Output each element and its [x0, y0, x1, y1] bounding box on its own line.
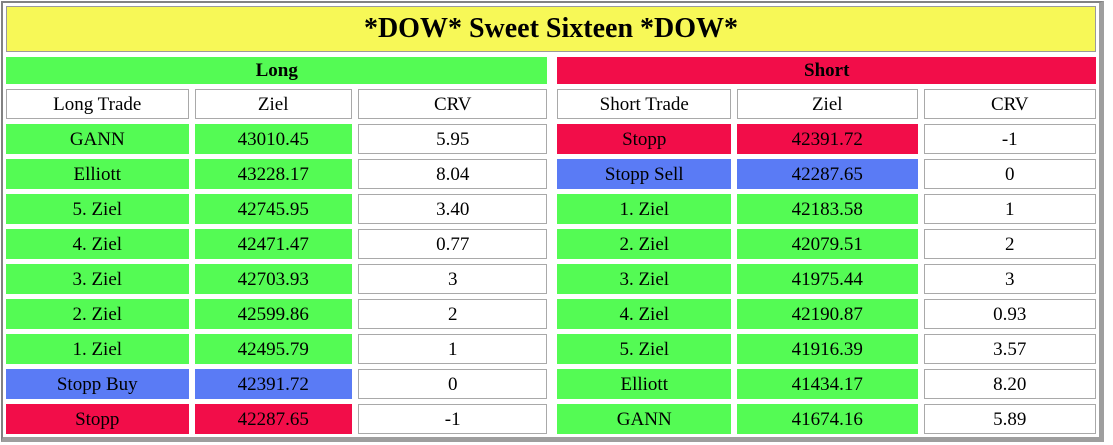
long-crv-cell: 3: [357, 264, 548, 294]
short-crv-cell: 3: [923, 264, 1096, 294]
long-crv-cell: 0: [357, 369, 548, 399]
long-trade-cell: Elliott: [6, 159, 189, 189]
long-crv-cell: 5.95: [357, 124, 548, 154]
short-ziel-cell: 41975.44: [737, 264, 918, 294]
short-trade-cell: Elliott: [557, 369, 731, 399]
short-crv-cell: 1: [923, 194, 1096, 224]
long-ziel-cell: 42599.86: [194, 299, 352, 329]
short-ziel-cell: 42183.58: [737, 194, 918, 224]
short-trade-cell: Stopp: [557, 124, 731, 154]
short-trade-cell: GANN: [557, 404, 731, 434]
short-ziel-cell: 42287.65: [737, 159, 918, 189]
short-trade-cell: Stopp Sell: [557, 159, 731, 189]
long-ziel-cell: 43010.45: [194, 124, 352, 154]
long-crv-cell: 3.40: [357, 194, 548, 224]
long-trade-cell: Stopp: [6, 404, 189, 434]
short-crv-cell: 2: [923, 229, 1096, 259]
long-crv-cell: 0.77: [357, 229, 548, 259]
short-ziel-cell: 41674.16: [737, 404, 918, 434]
long-crv-cell: -1: [357, 404, 548, 434]
short-crv-cell: -1: [923, 124, 1096, 154]
short-crv-column-header: CRV: [923, 89, 1096, 119]
long-crv-cell: 2: [357, 299, 548, 329]
long-section-header: Long: [6, 57, 548, 84]
short-trade-column-header: Short Trade: [557, 89, 731, 119]
long-ziel-cell: 42391.72: [194, 369, 352, 399]
long-trade-cell: 3. Ziel: [6, 264, 189, 294]
long-ziel-column-header: Ziel: [194, 89, 352, 119]
long-ziel-cell: 43228.17: [194, 159, 352, 189]
short-trade-cell: 3. Ziel: [557, 264, 731, 294]
short-ziel-cell: 41916.39: [737, 334, 918, 364]
table-grid: *DOW* Sweet Sixteen *DOW* Long Short Lon…: [6, 6, 1096, 434]
short-ziel-cell: 42190.87: [737, 299, 918, 329]
long-trade-cell: 5. Ziel: [6, 194, 189, 224]
long-ziel-cell: 42495.79: [194, 334, 352, 364]
long-crv-cell: 8.04: [357, 159, 548, 189]
page-title: *DOW* Sweet Sixteen *DOW*: [6, 6, 1096, 52]
long-trade-cell: GANN: [6, 124, 189, 154]
short-ziel-column-header: Ziel: [737, 89, 918, 119]
short-trade-cell: 4. Ziel: [557, 299, 731, 329]
short-trade-cell: 1. Ziel: [557, 194, 731, 224]
long-ziel-cell: 42745.95: [194, 194, 352, 224]
long-ziel-cell: 42287.65: [194, 404, 352, 434]
short-crv-cell: 3.57: [923, 334, 1096, 364]
long-trade-cell: 1. Ziel: [6, 334, 189, 364]
long-trade-cell: 4. Ziel: [6, 229, 189, 259]
short-crv-cell: 0: [923, 159, 1096, 189]
long-trade-cell: 2. Ziel: [6, 299, 189, 329]
long-trade-column-header: Long Trade: [6, 89, 189, 119]
short-trade-cell: 2. Ziel: [557, 229, 731, 259]
short-ziel-cell: 41434.17: [737, 369, 918, 399]
short-crv-cell: 5.89: [923, 404, 1096, 434]
short-ziel-cell: 42391.72: [737, 124, 918, 154]
short-ziel-cell: 42079.51: [737, 229, 918, 259]
long-trade-cell: Stopp Buy: [6, 369, 189, 399]
short-crv-cell: 8.20: [923, 369, 1096, 399]
short-section-header: Short: [557, 57, 1096, 84]
long-crv-column-header: CRV: [357, 89, 548, 119]
short-crv-cell: 0.93: [923, 299, 1096, 329]
long-crv-cell: 1: [357, 334, 548, 364]
long-ziel-cell: 42703.93: [194, 264, 352, 294]
long-ziel-cell: 42471.47: [194, 229, 352, 259]
short-trade-cell: 5. Ziel: [557, 334, 731, 364]
